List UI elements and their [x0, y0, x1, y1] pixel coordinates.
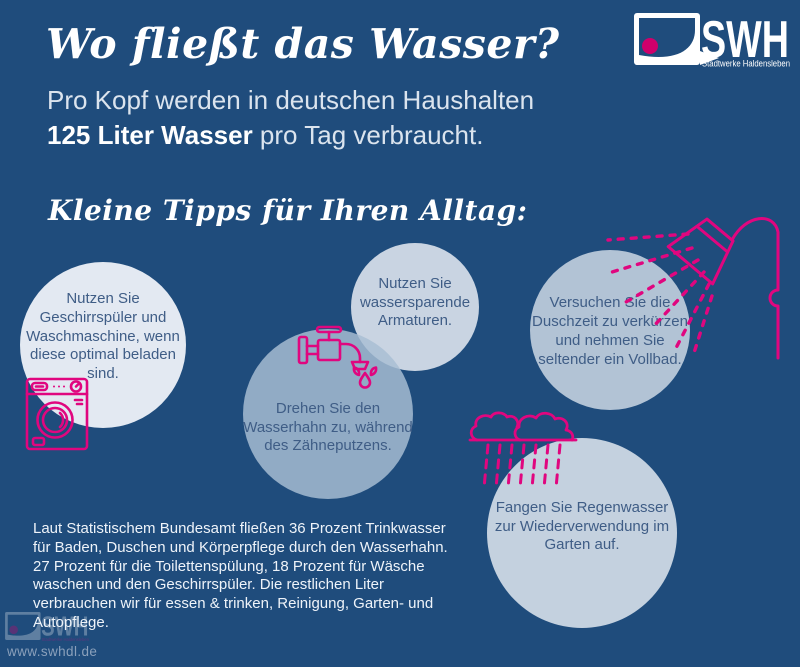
faucet-icon [297, 325, 378, 389]
page-title: Wo fließt das Wasser? [46, 20, 560, 68]
washing-machine-icon [25, 377, 89, 451]
swh-logo-icon: SWH Stadtwerke Haldensleben [634, 11, 790, 69]
tip-text-rainwater: Fangen Sie Regenwasser zur Wiederverwend… [494, 498, 670, 554]
tip-text-fittings: Nutzen Sie wassersparende Armaturen. [359, 274, 471, 330]
tip-circle-dishwasher: Nutzen Sie Geschirrspüler und Waschmasch… [20, 262, 186, 428]
tip-text-shower: Versuchen Sie die Duschzeit zu verkürzen… [532, 294, 688, 368]
tip-circle-tap: Drehen Sie den Wasserhahn zu, während de… [243, 329, 413, 499]
watermark-tagline: Stadtwerke Haldensleben [42, 637, 90, 642]
subtitle-line1: Pro Kopf werden in deutschen Haushalten [47, 85, 535, 115]
subtitle-rest: pro Tag verbraucht. [252, 120, 484, 150]
logo-wordmark: SWH [701, 11, 789, 68]
tip-circle-rainwater: Fangen Sie Regenwasser zur Wiederverwend… [487, 438, 677, 628]
tip-text-dishwasher: Nutzen Sie Geschirrspüler und Waschmasch… [26, 289, 180, 383]
statistics-paragraph: Laut Statistischem Bundesamt fließen 36 … [33, 520, 448, 631]
subtitle-line2: 125 Liter Wasser pro Tag verbraucht. [47, 120, 483, 151]
tips-heading: Kleine Tipps für Ihren Alltag: [48, 194, 528, 227]
shower-icon [606, 217, 780, 360]
rain-cloud-icon [468, 411, 578, 490]
logo-tagline: Stadtwerke Haldensleben [702, 59, 790, 69]
swh-logo: SWH Stadtwerke Haldensleben [632, 10, 792, 73]
website-url[interactable]: www.swhdl.de [7, 644, 98, 659]
swh-watermark-icon: SWH Stadtwerke Haldensleben [5, 611, 90, 643]
swh-watermark-logo: SWH Stadtwerke Haldensleben [4, 610, 90, 647]
tip-circle-shower: Versuchen Sie die Duschzeit zu verkürzen… [530, 250, 690, 410]
watermark-wordmark: SWH [41, 611, 88, 642]
subtitle-highlight: 125 Liter Wasser [47, 120, 253, 150]
tip-text-tap: Drehen Sie den Wasserhahn zu, während de… [243, 399, 413, 455]
